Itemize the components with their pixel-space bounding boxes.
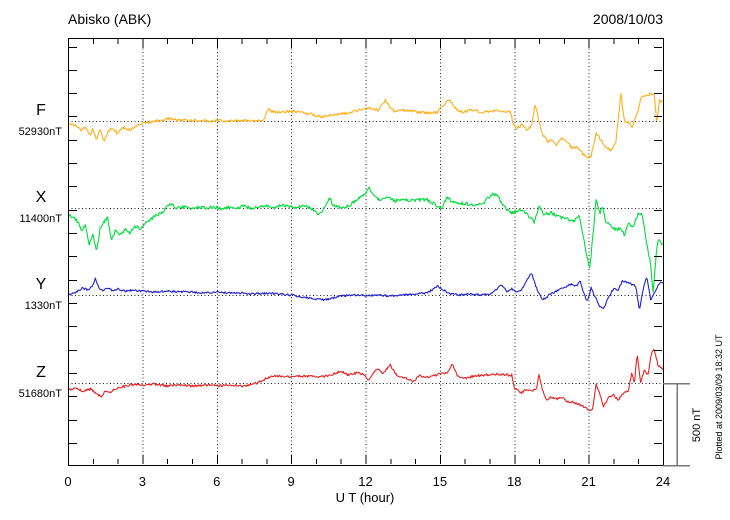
plotted-at-note: Plotted at 2009/03/09 18:32 UT — [714, 334, 724, 460]
x-tick-label: 0 — [64, 474, 71, 489]
x-tick-label: 24 — [656, 474, 670, 489]
trace-X — [68, 186, 664, 293]
channel-label-Z: Z — [36, 364, 46, 381]
trace-Y — [67, 273, 664, 309]
trace-F — [67, 92, 664, 159]
x-tick-label: 18 — [507, 474, 521, 489]
x-tick-label: 9 — [288, 474, 295, 489]
x-tick-label: 15 — [433, 474, 447, 489]
date-label: 2008/10/03 — [593, 11, 663, 27]
scale-bar — [663, 382, 690, 467]
x-axis-title: U T (hour) — [336, 490, 395, 505]
x-tick-label: 3 — [139, 474, 146, 489]
x-tick-label: 6 — [213, 474, 220, 489]
channel-value-X: 11400nT — [19, 213, 62, 225]
channel-value-Z: 51680nT — [19, 388, 63, 400]
channel-value-F: 52930nT — [19, 126, 63, 138]
axis-frame — [68, 38, 664, 466]
x-tick-labels: 0 3 6 9 12 15 18 21 24 — [64, 474, 670, 489]
scale-bar-label: 500 nT — [691, 408, 703, 443]
x-tick-label: 21 — [581, 474, 595, 489]
channel-label-X: X — [36, 189, 47, 206]
station-title: Abisko (ABK) — [68, 11, 151, 27]
channel-value-Y: 1330nT — [25, 300, 63, 312]
channel-labels: F 52930nT X 11400nT Y 1330nT Z 51680nT — [19, 102, 63, 400]
trace-Z — [67, 348, 664, 412]
x-tick-label: 12 — [358, 474, 372, 489]
channel-label-Y: Y — [36, 276, 47, 293]
channel-label-F: F — [36, 102, 46, 119]
trace-layer — [67, 92, 664, 412]
plot-frame — [68, 38, 664, 466]
grid-layer — [68, 38, 663, 465]
